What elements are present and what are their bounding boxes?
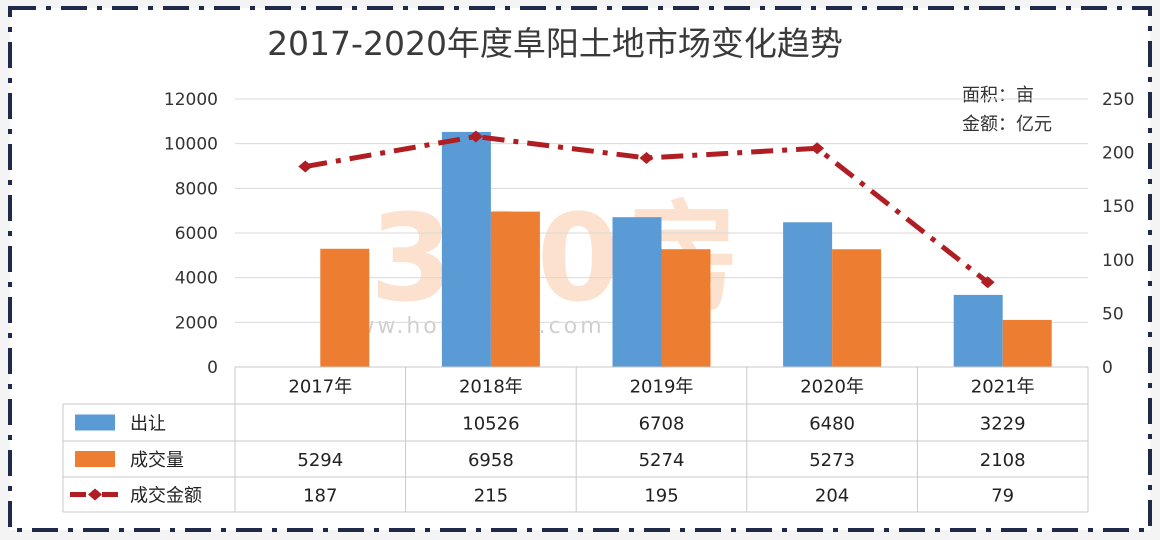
right-tick-label: 250 [1102,90,1134,110]
data-label: 6958 [468,450,514,471]
left-tick-label: 10000 [164,135,218,155]
amount-point [298,160,313,173]
legend-label: 成交量 [130,450,184,471]
legend-label: 出让 [130,414,166,435]
x-tick-label: 2019年 [630,377,694,398]
amount-point [468,130,483,143]
data-label: 79 [991,486,1014,507]
right-axis-ticks: 0 50 100 150 200 250 [1102,90,1134,378]
right-tick-label: 0 [1102,358,1113,378]
data-label: 187 [303,486,337,507]
unit-amount: 金额：亿元 [962,114,1052,135]
bar-volume [320,248,370,367]
amount-point [980,276,995,289]
left-tick-label: 4000 [175,269,218,289]
data-label: 3229 [980,414,1026,435]
right-tick-label: 150 [1102,197,1134,217]
chart-background [10,8,1150,530]
bar-volume [490,211,540,367]
right-tick-label: 100 [1102,251,1134,271]
data-label: 215 [474,486,508,507]
unit-area: 面积：亩 [962,85,1034,106]
left-axis-ticks: 0 2000 4000 6000 8000 10000 12000 [164,90,218,378]
amount-line [298,130,995,289]
data-label: 5273 [809,450,855,471]
legend-key [75,414,115,431]
amount-point [810,142,825,155]
bar-volume [661,249,711,367]
data-label: 6708 [639,414,685,435]
right-tick-label: 200 [1102,144,1134,164]
data-label: 5294 [297,450,343,471]
amount-line-path [304,133,990,285]
bar-transfer [953,294,1003,367]
data-label: 195 [644,486,678,507]
left-tick-label: 2000 [175,313,218,333]
data-label: 2108 [980,450,1026,471]
left-tick-label: 6000 [175,224,218,244]
legend-key [75,451,115,467]
bars [320,131,1052,367]
data-label: 5274 [639,450,685,471]
x-tick-label: 2021年 [971,377,1035,398]
x-tick-label: 2020年 [800,377,864,398]
bar-volume [832,249,882,367]
amount-point [639,151,654,164]
left-tick-label: 12000 [164,90,218,110]
legend-key-marker [88,488,102,501]
dashed-frame [8,6,1152,532]
bar-transfer [441,131,491,367]
data-label: 10526 [462,414,519,435]
right-tick-label: 50 [1102,304,1124,324]
x-tick-label: 2018年 [459,377,523,398]
data-label: 6480 [809,414,855,435]
x-tick-label: 2017年 [288,377,352,398]
bar-volume [1002,319,1052,367]
bar-transfer [783,222,833,367]
left-tick-label: 0 [207,358,218,378]
legend-label: 成交金额 [130,486,202,507]
chart-title: 2017-2020年度阜阳土地市场变化趋势 [267,24,843,63]
left-tick-label: 8000 [175,179,218,199]
bar-transfer [612,217,662,367]
data-label: 204 [815,486,849,507]
